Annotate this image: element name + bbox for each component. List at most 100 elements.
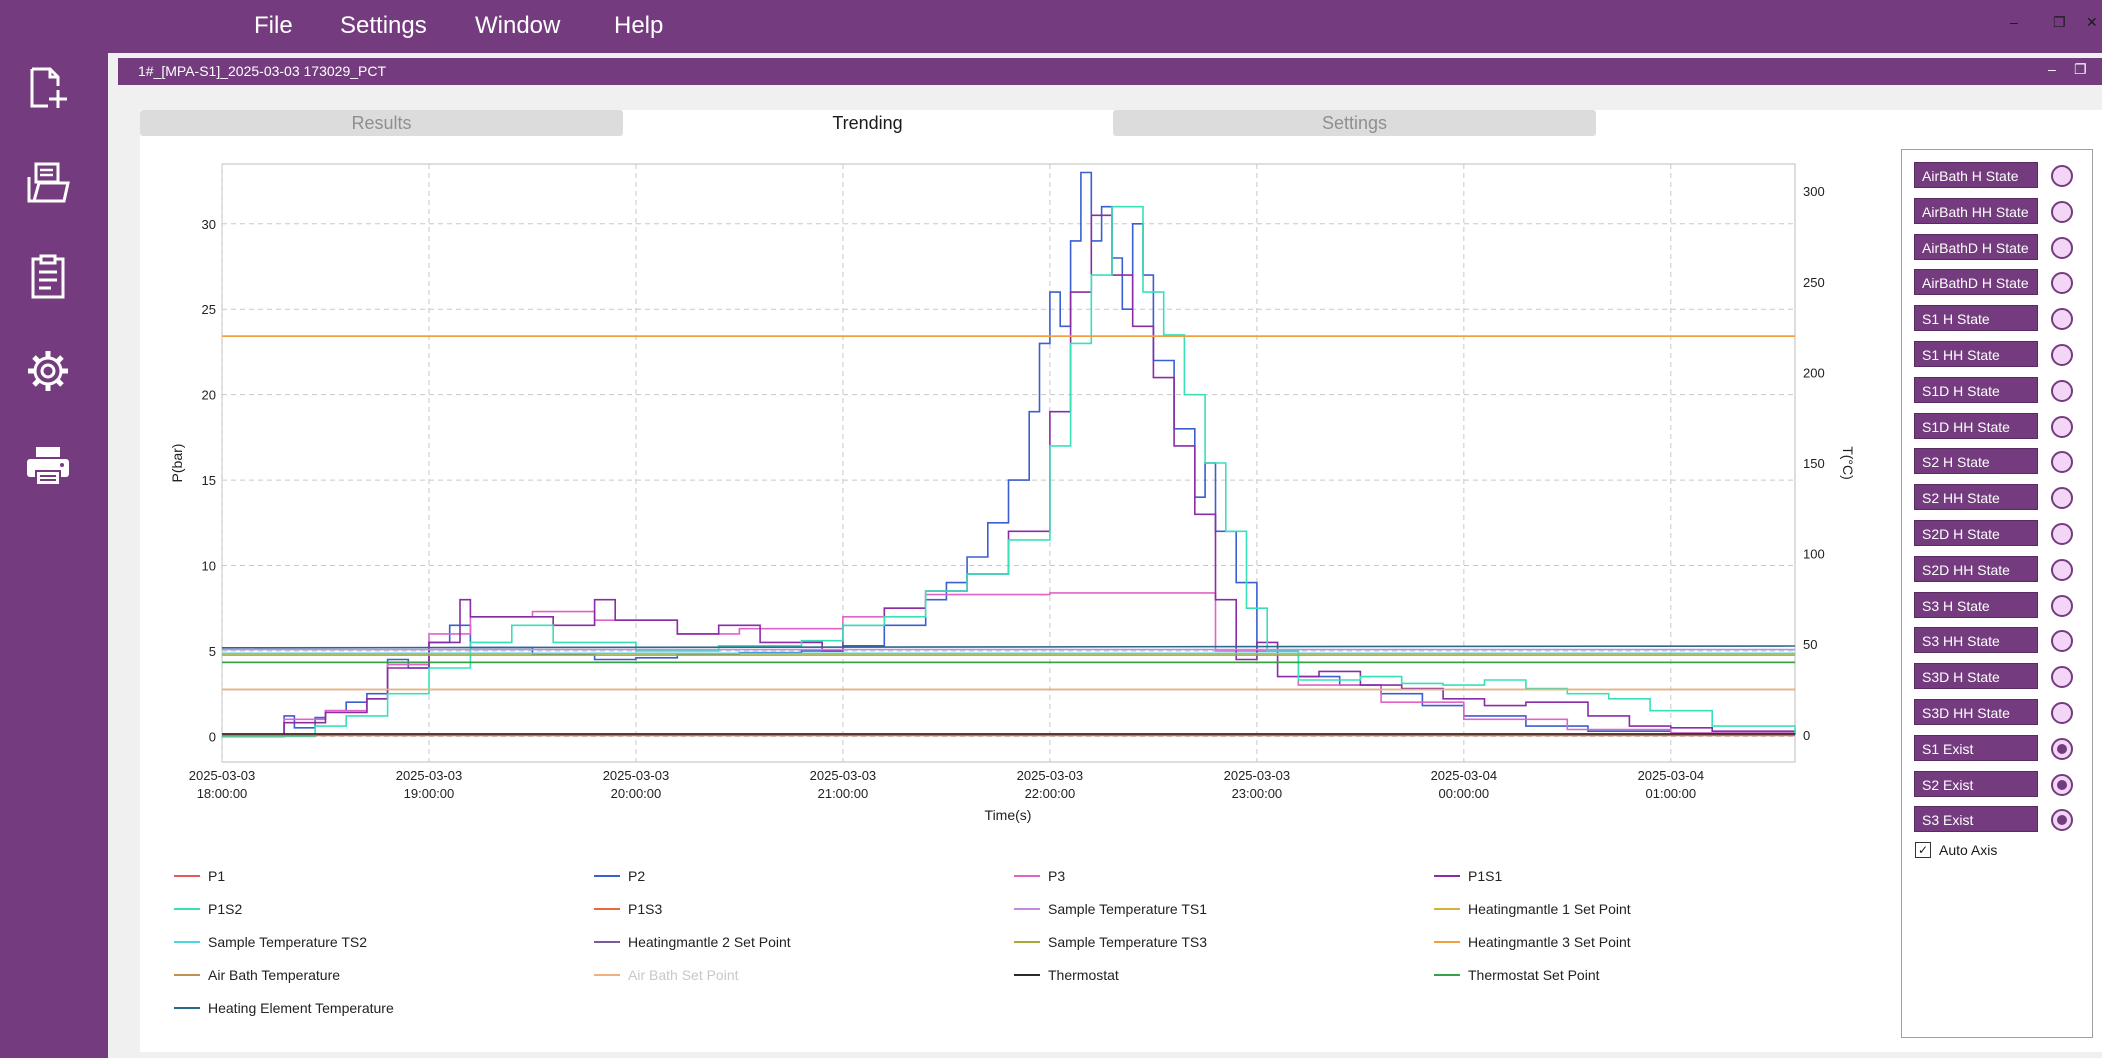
menu-window[interactable]: Window — [475, 12, 561, 39]
legend-item[interactable]: P1S1 — [1434, 865, 1502, 887]
legend-swatch — [1014, 941, 1040, 943]
auto-axis-checkbox[interactable]: ✓ Auto Axis — [1915, 842, 1997, 858]
series-line-heating-element-temperature — [221, 645, 1796, 649]
legend-item[interactable]: P1S2 — [174, 898, 242, 920]
legend-item[interactable]: Heatingmantle 1 Set Point — [1434, 898, 1631, 920]
state-indicator-icon — [2051, 809, 2073, 832]
tab-results[interactable]: Results — [140, 110, 623, 136]
document-title-bar: 1#_[MPA-S1]_2025-03-03 173029_PCT – ❐ — [118, 58, 2102, 85]
trend-chart[interactable]: 2025-03-0318:00:002025-03-0319:00:002025… — [150, 150, 1870, 830]
x-tick-label-date: 2025-03-03 — [1017, 768, 1084, 783]
legend-item[interactable]: Thermostat — [1014, 964, 1119, 986]
legend-item[interactable]: P3 — [1014, 865, 1065, 887]
state-button[interactable]: S3D H State — [1914, 663, 2038, 690]
menu-help[interactable]: Help — [614, 12, 664, 39]
open-folder-icon[interactable] — [22, 157, 74, 209]
checkbox-icon[interactable]: ✓ — [1915, 842, 1931, 858]
legend-item[interactable]: P2 — [594, 865, 645, 887]
legend-item[interactable]: Thermostat Set Point — [1434, 964, 1600, 986]
state-button[interactable]: AirBath HH State — [1914, 197, 2038, 224]
state-button[interactable]: S2 H State — [1914, 448, 2038, 475]
legend-item[interactable]: Heating Element Temperature — [174, 997, 394, 1019]
legend-swatch — [1014, 875, 1040, 877]
state-button[interactable]: S2 HH State — [1914, 484, 2038, 511]
state-row: S1D HH State — [1914, 412, 2084, 441]
printer-icon[interactable] — [22, 440, 74, 492]
y-tick-label: 20 — [202, 388, 216, 403]
x-tick-label-time: 23:00:00 — [1232, 786, 1283, 801]
y-tick-label: 5 — [209, 644, 216, 659]
x-tick-label-time: 19:00:00 — [404, 786, 455, 801]
series-line-p1s2 — [222, 205, 1796, 738]
legend-swatch — [594, 941, 620, 943]
legend-item[interactable]: Sample Temperature TS2 — [174, 931, 367, 953]
new-document-icon[interactable] — [22, 63, 74, 115]
legend-label: Air Bath Temperature — [208, 967, 341, 983]
legend-swatch — [1434, 908, 1460, 910]
menu-file[interactable]: File — [254, 12, 293, 39]
legend-item[interactable]: Sample Temperature TS1 — [1014, 898, 1207, 920]
state-button[interactable]: S1D HH State — [1914, 412, 2038, 439]
state-button[interactable]: S2 Exist — [1914, 770, 2038, 797]
x-tick-label-date: 2025-03-03 — [603, 768, 670, 783]
legend-item[interactable]: Air Bath Set Point — [594, 964, 739, 986]
state-row: AirBathD H State — [1914, 269, 2084, 297]
state-button[interactable]: S3 HH State — [1914, 627, 2038, 654]
chart-legend: P1 P2 P3 P1S1 P1S2 P1S3 Sample Temperature TS1… — [174, 865, 1880, 1045]
gear-icon[interactable] — [22, 345, 74, 397]
minimize-icon[interactable]: – — [2010, 14, 2018, 30]
state-button[interactable]: S1 H State — [1914, 305, 2038, 332]
state-row: S2D H State — [1914, 520, 2084, 548]
state-button[interactable]: AirBathD H State — [1914, 269, 2038, 296]
state-button[interactable]: S2D H State — [1914, 520, 2038, 546]
x-tick-label-date: 2025-03-03 — [1224, 768, 1291, 783]
legend-label: Air Bath Set Point — [628, 967, 739, 983]
close-icon[interactable]: ✕ — [2086, 14, 2098, 30]
y2-tick-label: 250 — [1803, 275, 1825, 290]
state-button[interactable]: S1 Exist — [1914, 734, 2038, 761]
state-row: AirBath H State — [1914, 162, 2084, 190]
document-title: 1#_[MPA-S1]_2025-03-03 173029_PCT — [138, 63, 387, 79]
state-button[interactable]: S1D H State — [1914, 376, 2038, 403]
menu-bar: File Settings Window Help – ❐ ✕ — [0, 0, 2102, 53]
state-row: S3 H State — [1914, 591, 2084, 620]
tab-trending[interactable]: Trending — [625, 110, 1110, 136]
restore-icon[interactable]: ❐ — [2053, 14, 2066, 30]
state-indicator-icon — [2051, 666, 2073, 689]
state-row: S2 H State — [1914, 448, 2084, 476]
legend-item[interactable]: Heatingmantle 2 Set Point — [594, 931, 791, 953]
report-icon[interactable] — [22, 251, 74, 303]
state-indicator-icon — [2051, 702, 2073, 724]
state-indicator-icon — [2051, 379, 2073, 402]
state-button[interactable]: S1 HH State — [1914, 341, 2038, 367]
state-indicator-icon — [2051, 630, 2073, 653]
state-button[interactable]: S3D HH State — [1914, 699, 2038, 725]
doc-restore-icon[interactable]: ❐ — [2074, 61, 2087, 77]
legend-item[interactable]: Heatingmantle 3 Set Point — [1434, 931, 1631, 953]
state-row: S3D HH State — [1914, 699, 2084, 727]
legend-swatch — [174, 908, 200, 910]
state-indicator-icon — [2051, 165, 2073, 187]
x-tick-label-time: 20:00:00 — [611, 786, 662, 801]
legend-swatch — [1434, 974, 1460, 976]
sidebar — [0, 53, 108, 1058]
legend-item[interactable]: Air Bath Temperature — [174, 964, 340, 986]
state-row: S3 HH State — [1914, 627, 2084, 655]
legend-swatch — [174, 974, 200, 976]
state-button[interactable]: AirBathD H State — [1914, 233, 2038, 260]
y-tick-label: 15 — [202, 473, 216, 488]
legend-item[interactable]: P1S3 — [594, 898, 662, 920]
legend-label: P2 — [628, 868, 646, 884]
state-button[interactable]: S2D HH State — [1914, 555, 2038, 582]
state-button[interactable]: AirBath H State — [1914, 162, 2038, 188]
y-tick-label: 25 — [202, 302, 216, 317]
legend-swatch — [1434, 941, 1460, 943]
state-button[interactable]: S3 Exist — [1914, 806, 2038, 833]
legend-item[interactable]: P1 — [174, 865, 225, 887]
tab-settings[interactable]: Settings — [1113, 110, 1596, 136]
doc-minimize-icon[interactable]: – — [2048, 61, 2056, 77]
x-tick-label-date: 2025-03-03 — [810, 768, 877, 783]
state-button[interactable]: S3 H State — [1914, 591, 2038, 618]
legend-item[interactable]: Sample Temperature TS3 — [1014, 931, 1207, 953]
menu-settings[interactable]: Settings — [340, 12, 427, 39]
